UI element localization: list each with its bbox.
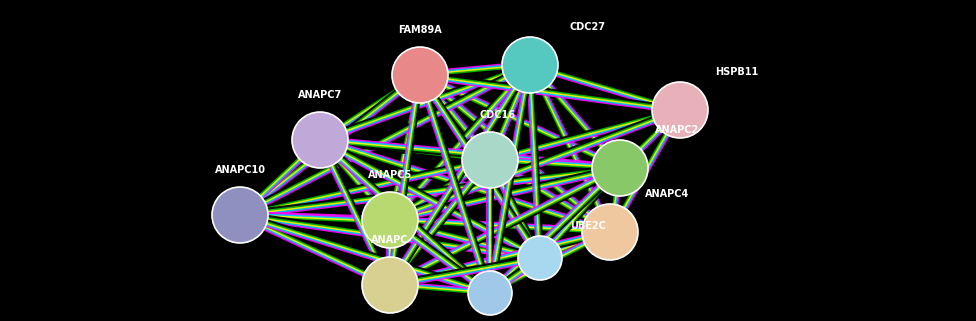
Circle shape [652, 82, 708, 138]
Text: UBE2C: UBE2C [570, 221, 606, 231]
Text: CDC27: CDC27 [570, 22, 606, 32]
Text: ANAPC: ANAPC [371, 235, 409, 245]
Circle shape [582, 204, 638, 260]
Circle shape [392, 47, 448, 103]
Text: CDC16: CDC16 [480, 110, 516, 120]
Circle shape [362, 192, 418, 248]
Circle shape [212, 187, 268, 243]
Text: ANAPC7: ANAPC7 [298, 90, 343, 100]
Circle shape [468, 271, 512, 315]
Circle shape [502, 37, 558, 93]
Circle shape [362, 257, 418, 313]
Text: HSPB11: HSPB11 [715, 67, 758, 77]
Circle shape [518, 236, 562, 280]
Circle shape [292, 112, 348, 168]
Text: FAM89A: FAM89A [398, 25, 442, 35]
Circle shape [462, 132, 518, 188]
Text: ANAPC4: ANAPC4 [645, 189, 689, 199]
Circle shape [592, 140, 648, 196]
Text: ANAPC10: ANAPC10 [215, 165, 265, 175]
Text: ANAPC5: ANAPC5 [368, 170, 412, 180]
Text: ANAPC2: ANAPC2 [655, 125, 699, 135]
